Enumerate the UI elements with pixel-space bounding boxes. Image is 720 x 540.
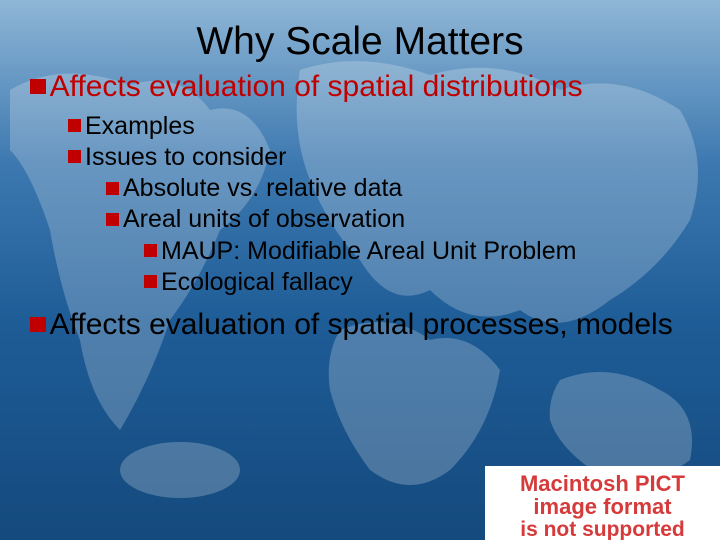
bullet-text: Ecological fallacy [161,268,353,296]
bullet-level1: Affects evaluation of spatial distributi… [30,70,690,105]
bullet-level2: Issues to consider [68,142,690,173]
pict-line: image format [485,495,720,518]
pict-line: Macintosh PICT [485,472,720,495]
bullet-text: Absolute vs. relative data [123,174,402,202]
slide-title: Why Scale Matters [30,20,690,64]
bullet-level4: MAUP: Modifiable Areal Unit Problem [144,236,690,267]
bullet-square-icon [30,79,46,95]
bullet-square-icon [106,213,119,226]
bullet-text: Areal units of observation [123,205,405,233]
bullet-text: MAUP: Modifiable Areal Unit Problem [161,237,576,265]
slide-content: Why Scale Matters Affects evaluation of … [0,0,720,540]
bullet-text: Affects evaluation of spatial distributi… [50,70,583,103]
bullet-square-icon [106,182,119,195]
bullet-square-icon [30,317,46,333]
bullet-level4: Ecological fallacy [144,267,690,298]
bullet-level2: Examples [68,111,690,142]
bullet-text: Issues to consider [85,143,287,171]
bullet-square-icon [144,244,157,257]
bullet-text: Affects evaluation of spatial processes,… [50,308,673,341]
bullet-square-icon [68,150,81,163]
pict-line: is not supported [485,519,720,540]
bullet-level1: Affects evaluation of spatial processes,… [30,308,690,343]
bullet-level3: Areal units of observation [106,204,690,235]
bullet-level3: Absolute vs. relative data [106,173,690,204]
bullet-text: Examples [85,112,195,140]
pict-placeholder-box: Macintosh PICT image format is not suppo… [485,466,720,540]
bullet-square-icon [144,275,157,288]
bullet-square-icon [68,119,81,132]
